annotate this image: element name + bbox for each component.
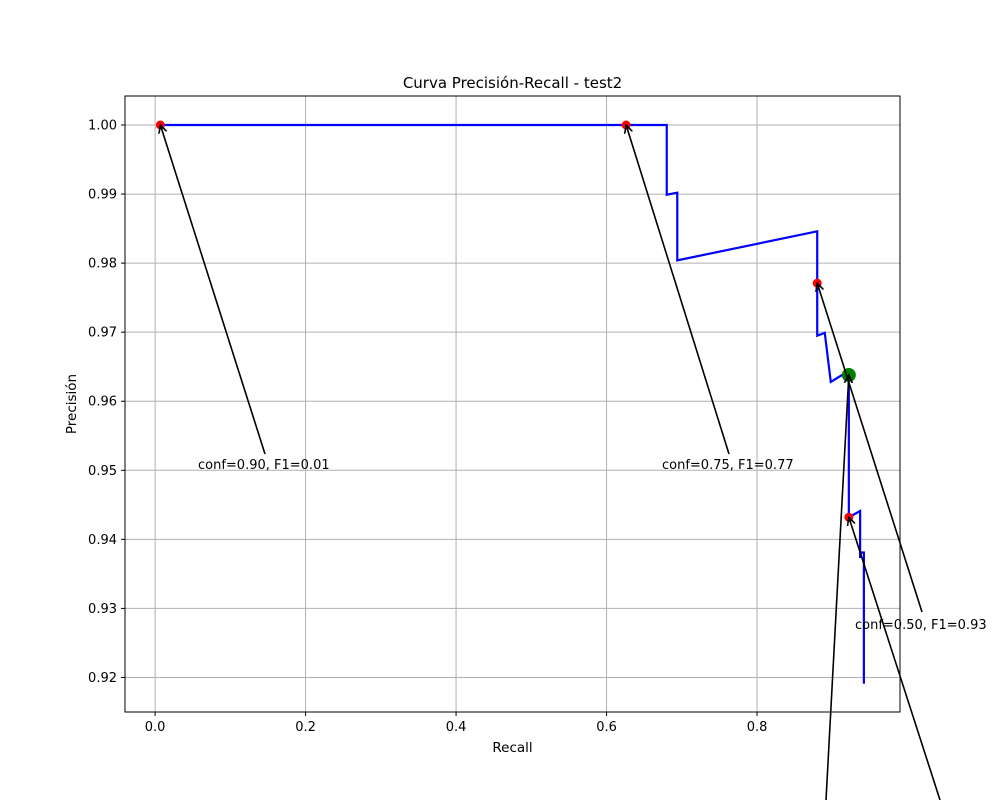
annotations: conf=0.90, F1=0.01 conf=0.75, F1=0.77 conf…: [198, 458, 987, 633]
y-tick-label: 0.94: [88, 533, 117, 548]
y-tick-label: 0.98: [88, 257, 117, 272]
x-axis: 0.0 0.2 0.4 0.6 0.8: [145, 712, 768, 735]
y-tick-label: 0.99: [88, 188, 117, 203]
annotation-arrow: [817, 283, 923, 613]
y-tick-label: 1.00: [88, 119, 117, 134]
x-tick-label: 0.0: [145, 720, 166, 735]
annotation-arrow: [825, 375, 849, 800]
chart-title: Curva Precisión-Recall - test2: [403, 74, 622, 92]
annotation-arrow: [160, 125, 266, 455]
x-tick-label: 0.4: [446, 720, 467, 735]
annotation-label: conf=0.90, F1=0.01: [198, 458, 330, 473]
x-tick-label: 0.2: [295, 720, 316, 735]
y-tick-label: 0.92: [88, 671, 117, 686]
x-tick-label: 0.8: [747, 720, 768, 735]
y-tick-label: 0.96: [88, 395, 117, 410]
annotation-label: conf=0.50, F1=0.93: [855, 618, 987, 633]
x-axis-label: Recall: [492, 740, 532, 756]
y-tick-label: 0.97: [88, 326, 117, 341]
pr-curve-line: [160, 123, 865, 684]
annotation-arrow: [849, 517, 941, 800]
annotation-arrow: [626, 125, 730, 455]
series-group: [160, 123, 865, 684]
y-axis-label: Precisión: [64, 374, 80, 434]
x-tick-label: 0.6: [596, 720, 617, 735]
plot-frame: [124, 95, 901, 713]
y-tick-label: 0.93: [88, 602, 117, 617]
y-tick-label: 0.95: [88, 464, 117, 479]
annotation-label: conf=0.75, F1=0.77: [662, 458, 794, 473]
y-axis: 0.92 0.93 0.94 0.95 0.96 0.97 0.98 0.99 1.00: [88, 119, 125, 686]
annotation-arrows: [160, 125, 941, 800]
